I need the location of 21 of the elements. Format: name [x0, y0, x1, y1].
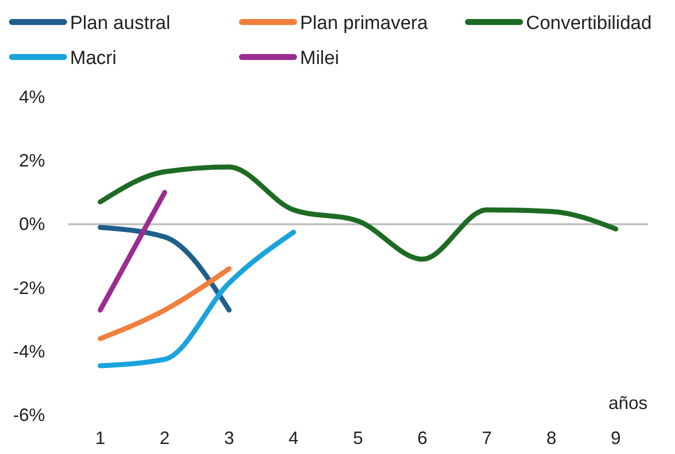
y-tick-label: -6%	[12, 405, 45, 425]
x-tick-label: 7	[482, 428, 492, 448]
y-tick-label: -4%	[12, 341, 45, 362]
x-tick-label: 4	[288, 428, 299, 448]
legend-label: Plan primavera	[300, 13, 428, 34]
y-tick-label: 2%	[18, 150, 45, 171]
y-tick-label: 0%	[18, 214, 45, 234]
x-tick-label: 5	[352, 428, 364, 448]
legend-label: Macri	[70, 48, 116, 69]
y-tick-label: -2%	[12, 278, 45, 298]
y-tick-label: 4%	[18, 87, 45, 107]
x-tick-label: 2	[160, 428, 170, 448]
legend-label: Milei	[300, 48, 340, 69]
x-tick-label: 1	[95, 428, 106, 448]
x-tick-label: 9	[610, 428, 621, 448]
x-axis-title: años	[608, 393, 648, 413]
legend-label: Convertibilidad	[526, 13, 652, 34]
x-tick-label: 8	[546, 428, 556, 448]
legend-label: Plan austral	[70, 13, 170, 34]
x-tick-label: 3	[224, 428, 234, 448]
x-tick-label: 6	[417, 428, 428, 448]
